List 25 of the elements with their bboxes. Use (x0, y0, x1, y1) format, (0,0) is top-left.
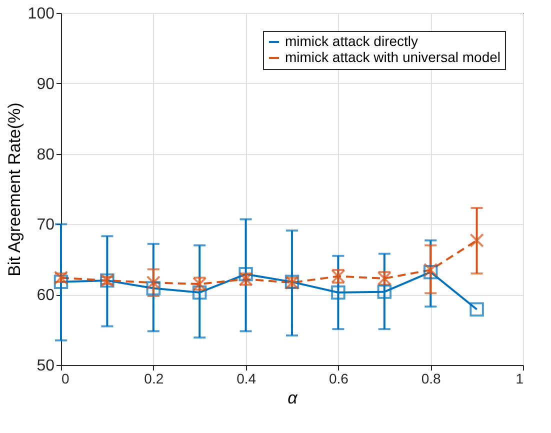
y-tick-label: 90 (36, 76, 55, 93)
y-tick-label: 50 (36, 358, 55, 374)
point (470, 302, 484, 317)
point (377, 284, 392, 299)
point (238, 267, 253, 282)
x-tick-label: 0 (62, 370, 70, 386)
y-tick-label: 100 (28, 6, 55, 22)
point (146, 281, 161, 296)
y-axis-title: Bit Agreement Rate(%) (4, 102, 24, 276)
y-tick-label: 70 (36, 216, 55, 234)
point (54, 274, 68, 290)
legend-label: mimick attack with universal model (285, 49, 501, 65)
point (470, 233, 484, 248)
x-axis-title: α (288, 388, 299, 408)
y-tick-label: 80 (36, 146, 55, 164)
point (331, 285, 346, 300)
x-tick-label: 0.2 (144, 370, 164, 386)
x-tick-label: 0.4 (236, 370, 256, 386)
point (146, 276, 161, 290)
x-tick-label: 1 (516, 370, 524, 386)
point (192, 285, 207, 300)
x-tick-label: 0.6 (328, 370, 349, 386)
y-tick-label: 60 (36, 287, 55, 304)
x-tick-label: 0.8 (421, 370, 442, 386)
legend-label: mimick attack directly (285, 33, 418, 49)
